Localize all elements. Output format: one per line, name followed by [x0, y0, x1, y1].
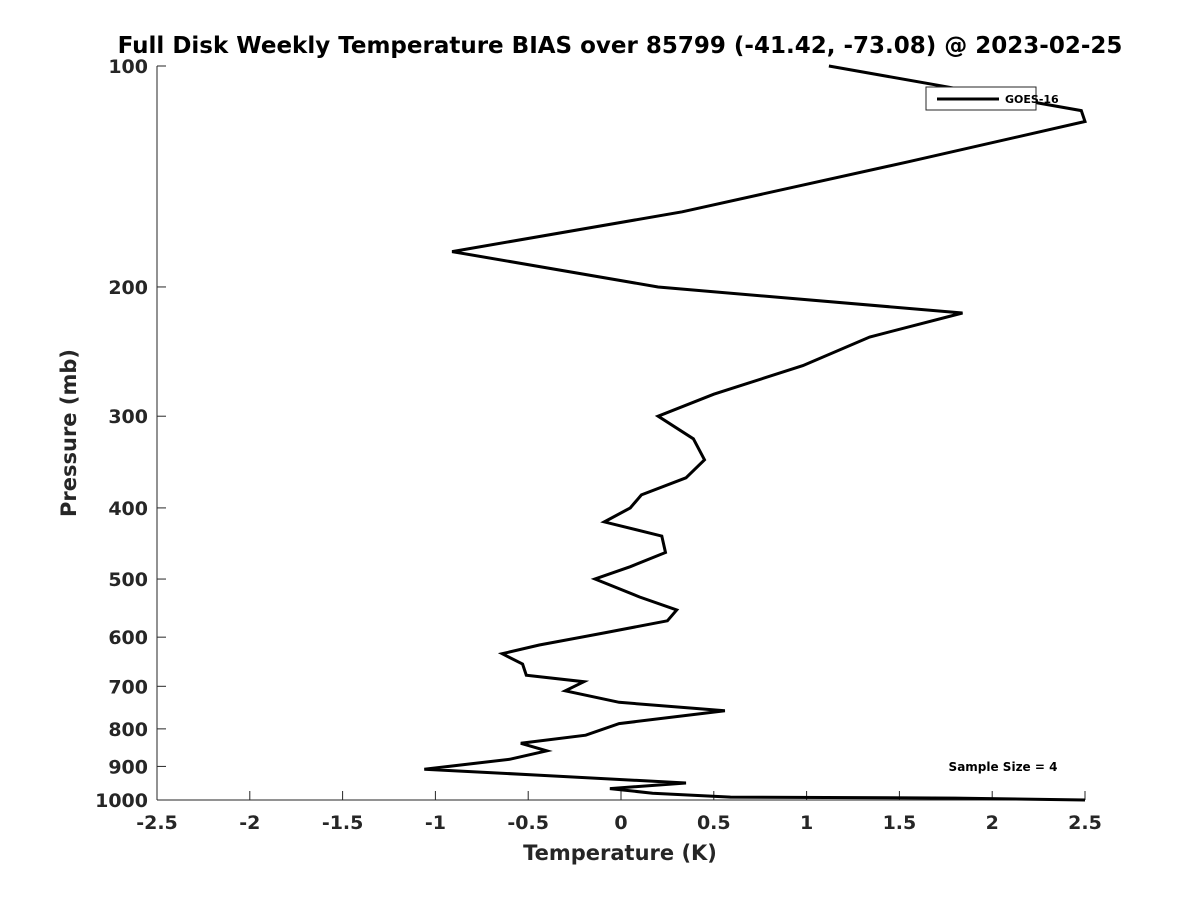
y-axis-label: Pressure (mb) — [57, 349, 81, 517]
y-tick-label: 600 — [108, 627, 148, 649]
y-axis-ticks: 100 200 300 400 500 600 700 800 900 1000 — [95, 56, 166, 812]
y-tick-label: 400 — [108, 498, 148, 520]
y-tick-label: 900 — [108, 756, 148, 778]
x-tick-label: 0.5 — [697, 812, 731, 834]
x-tick-label: 1 — [800, 812, 813, 834]
y-tick-label: 500 — [108, 569, 148, 591]
axes — [156, 66, 1085, 801]
legend: GOES-16 — [925, 86, 1059, 111]
series-line-goes-16 — [424, 64, 1087, 802]
y-tick-label: 200 — [108, 277, 148, 299]
x-tick-label: 2.5 — [1068, 812, 1102, 834]
x-tick-label: -2.5 — [136, 812, 178, 834]
y-tick-label: 700 — [108, 676, 148, 698]
x-axis-label: Temperature (K) — [523, 841, 717, 865]
x-tick-label: -1.5 — [322, 812, 364, 834]
y-tick-label: 100 — [108, 56, 148, 78]
x-tick-label: 1.5 — [883, 812, 917, 834]
x-tick-label: -1 — [425, 812, 446, 834]
x-tick-label: -0.5 — [507, 812, 549, 834]
y-tick-label: 300 — [108, 406, 148, 428]
x-tick-label: -2 — [239, 812, 260, 834]
series-layer — [424, 64, 1087, 802]
y-tick-label: 1000 — [95, 790, 148, 812]
chart-title: Full Disk Weekly Temperature BIAS over 8… — [118, 33, 1123, 59]
legend-label: GOES-16 — [1005, 93, 1059, 106]
y-tick-label: 800 — [108, 719, 148, 741]
x-tick-label: 0 — [614, 812, 627, 834]
sample-size-annotation: Sample Size = 4 — [949, 760, 1058, 774]
x-axis-ticks: -2.5 -2 -1.5 -1 -0.5 0 0.5 1 1.5 2 2.5 — [136, 791, 1102, 834]
x-tick-label: 2 — [986, 812, 999, 834]
